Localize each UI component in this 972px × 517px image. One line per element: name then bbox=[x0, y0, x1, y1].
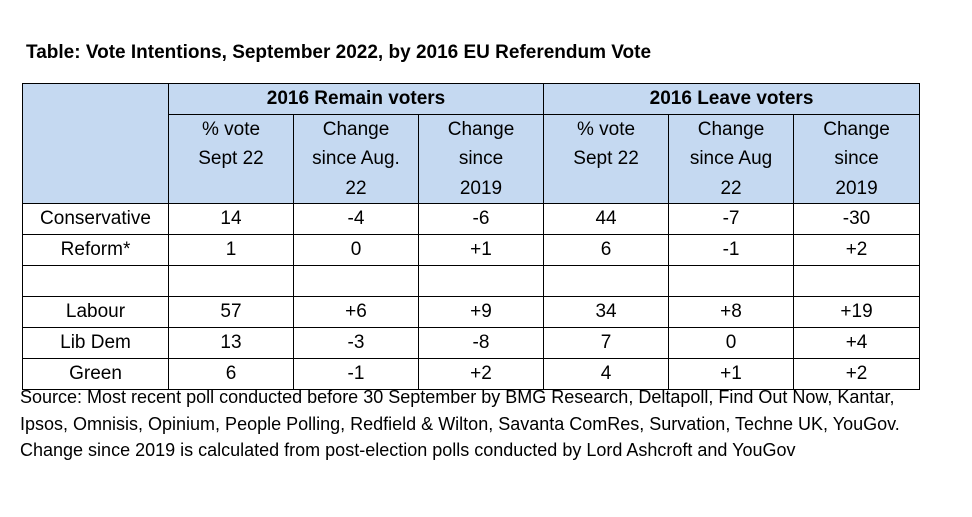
table-cell: -4 bbox=[293, 203, 419, 235]
party-label: Green bbox=[22, 358, 169, 390]
vote-intentions-table: 2016 Remain voters 2016 Leave voters % v… bbox=[22, 83, 921, 390]
table-row: Reform* 1 0 +1 6 -1 +2 bbox=[22, 234, 921, 266]
remain-group-header: 2016 Remain voters bbox=[167, 83, 545, 115]
col-header-line: Sept 22 bbox=[573, 148, 639, 169]
col-remain-change-2019: Change since 2019 bbox=[417, 113, 545, 204]
table-cell: 0 bbox=[293, 234, 419, 266]
table-cell: +1 bbox=[417, 234, 545, 266]
table-cell: 6 bbox=[543, 234, 670, 266]
col-header-line: Change bbox=[697, 118, 765, 140]
table-cell: +1 bbox=[668, 358, 795, 390]
party-label: Reform* bbox=[22, 234, 169, 266]
empty-cell bbox=[543, 265, 670, 297]
col-header-line: since Aug. bbox=[312, 148, 400, 169]
col-leave-vote: % vote Sept 22 bbox=[543, 113, 670, 204]
table-cell: 4 bbox=[543, 358, 670, 390]
table-cell: +2 bbox=[793, 358, 921, 390]
empty-cell bbox=[793, 265, 921, 297]
col-header-line: Change bbox=[823, 118, 890, 140]
col-remain-vote: % vote Sept 22 bbox=[168, 113, 294, 204]
table-cell: 1 bbox=[168, 234, 294, 266]
empty-cell bbox=[293, 265, 419, 297]
empty-cell bbox=[668, 265, 795, 297]
table-cell: +2 bbox=[417, 358, 545, 390]
table-row: Labour 57 +6 +9 34 +8 +19 bbox=[22, 296, 921, 328]
table-title: Table: Vote Intentions, September 2022, … bbox=[26, 42, 652, 63]
table-cell: +2 bbox=[793, 234, 921, 266]
col-header-line: Change bbox=[322, 118, 390, 140]
col-header-line: 22 bbox=[345, 177, 367, 199]
party-label: Lib Dem bbox=[22, 327, 169, 359]
empty-cell bbox=[22, 265, 169, 297]
source-note: Source: Most recent poll conducted befor… bbox=[20, 387, 900, 461]
col-header-line: since bbox=[458, 148, 504, 169]
table-cell: -1 bbox=[293, 358, 419, 390]
col-header-line: 2019 bbox=[835, 177, 878, 199]
table-cell: +8 bbox=[668, 296, 795, 328]
table-cell: 7 bbox=[543, 327, 670, 359]
group-header-row: 2016 Remain voters 2016 Leave voters bbox=[22, 83, 921, 204]
table-cell: +4 bbox=[793, 327, 921, 359]
table-cell: -8 bbox=[417, 327, 545, 359]
table-row: Lib Dem 13 -3 -8 7 0 +4 bbox=[22, 327, 921, 359]
table-cell: +6 bbox=[293, 296, 419, 328]
table-cell: +19 bbox=[793, 296, 921, 328]
table-row: Conservative 14 -4 -6 44 -7 -30 bbox=[22, 203, 921, 235]
table-cell: 44 bbox=[543, 203, 670, 235]
table-cell: +9 bbox=[417, 296, 545, 328]
table-cell: -1 bbox=[668, 234, 795, 266]
table-row: Green 6 -1 +2 4 +1 +2 bbox=[22, 358, 921, 390]
column-header-row: % vote Sept 22 Change since Aug. 22 Chan… bbox=[23, 113, 921, 204]
col-leave-change-2019: Change since 2019 bbox=[793, 113, 921, 204]
table-cell: 34 bbox=[543, 296, 670, 328]
col-header-line: Change bbox=[447, 118, 515, 140]
col-header-line: Sept 22 bbox=[198, 148, 264, 169]
table-cell: -3 bbox=[293, 327, 419, 359]
empty-cell bbox=[417, 265, 545, 297]
col-header-line: 22 bbox=[720, 177, 742, 199]
spacer-row bbox=[22, 265, 921, 297]
party-label: Conservative bbox=[22, 203, 169, 235]
table-cell: 13 bbox=[168, 327, 294, 359]
party-label: Labour bbox=[22, 296, 169, 328]
table-cell: -30 bbox=[793, 203, 921, 235]
empty-cell bbox=[168, 265, 294, 297]
corner-cell bbox=[22, 83, 169, 204]
leave-group-header: 2016 Leave voters bbox=[543, 83, 921, 115]
col-header-line: since bbox=[834, 148, 879, 169]
table-cell: -6 bbox=[417, 203, 545, 235]
table-cell: 57 bbox=[168, 296, 294, 328]
col-leave-change-aug: Change since Aug 22 bbox=[668, 113, 795, 204]
col-header-line: since Aug bbox=[689, 148, 773, 169]
table-cell: -7 bbox=[668, 203, 795, 235]
col-header-line: 2019 bbox=[459, 177, 503, 199]
table-cell: 6 bbox=[168, 358, 294, 390]
table-cell: 0 bbox=[668, 327, 795, 359]
col-header-line: % vote bbox=[576, 118, 636, 140]
table-cell: 14 bbox=[168, 203, 294, 235]
col-remain-change-aug: Change since Aug. 22 bbox=[293, 113, 419, 204]
col-header-line: % vote bbox=[201, 118, 261, 140]
